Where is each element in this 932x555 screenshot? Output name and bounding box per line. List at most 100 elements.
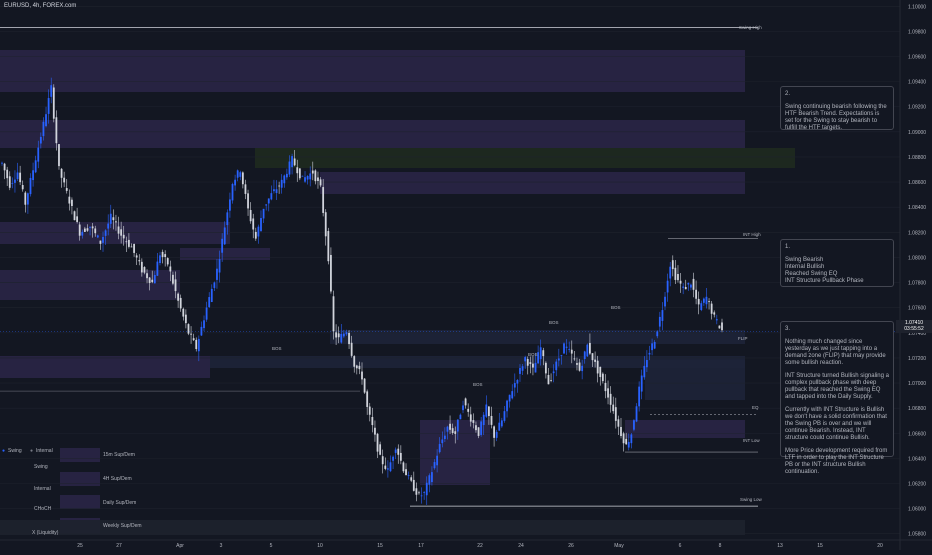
candle-body [666,280,669,293]
candle-body [645,359,648,368]
candle-body [322,187,325,213]
y-tick-label: 1.08600 [908,180,926,186]
zone-block-4 [320,172,745,194]
candle-body [480,421,483,435]
zone-block-18 [0,520,745,535]
note-2-number: 2. [785,91,791,97]
candle-body [506,400,508,412]
candle-body [449,423,451,430]
candle-body [275,189,278,194]
candle-body [423,492,426,493]
candle-body [601,373,604,382]
candle-body [687,282,690,285]
candle-body [361,371,363,380]
x-tick-label: 13 [777,543,783,549]
note-3[interactable]: 3. Nothing much changed since yesterday … [780,321,894,475]
candle-body [353,356,356,367]
note-1[interactable]: 1. Swing Bearish Internal Bullish Reache… [780,239,894,287]
candle-body [565,346,568,348]
candle-body [508,394,511,402]
candle-body [265,204,268,206]
candle-body [374,427,376,435]
candle-body [226,212,229,226]
candle-body [635,406,638,422]
x-tick-label: 22 [477,543,483,549]
candle-body [161,251,164,258]
candle-body [431,472,433,483]
flip-label: FLIP [738,336,748,341]
zone-block-13 [625,420,745,438]
candle-body [599,366,602,378]
candle-body [392,456,394,461]
candle-body [16,172,19,180]
candle-body [581,365,584,372]
x-tick-label: 15 [817,543,823,549]
candle-body [462,405,464,411]
candle-body [638,386,641,407]
candle-body [210,288,213,303]
candle-body [511,391,514,399]
note-3-text-1: Nothing much changed since yesterday as … [785,339,886,366]
candle-body [239,172,242,177]
candle-body [257,226,260,237]
candle-body [475,425,477,431]
candle-body [648,352,651,355]
candle-body [249,209,252,222]
candle-body [397,448,400,455]
candle-body [164,254,167,257]
bos-label-5: BOS [611,305,621,310]
zone-block-12 [645,360,745,400]
note-2[interactable]: 2. Swing continuing bearish following th… [780,86,894,131]
candle-body [314,170,317,182]
legend-swing-line: Swing [34,464,48,470]
legend-zone-daily: Daily Sup/Dem [103,500,137,506]
y-tick-label: 1.06600 [908,431,926,437]
candle-body [622,433,625,444]
candle-body [563,343,565,354]
candle-body [366,391,369,407]
candle-body [288,161,291,175]
candle-body [488,406,490,417]
candle-body [498,422,501,431]
candle-body [304,177,306,182]
candle-body [679,280,682,284]
candle-body [332,296,335,332]
candle-body [65,188,68,191]
y-tick-label: 1.06800 [908,406,926,412]
candle-body [32,170,34,181]
candle-body [231,184,234,201]
candle-body [195,339,198,350]
int-low-label: INT Low [743,438,760,443]
candle-body [394,449,397,453]
candle-body [42,121,45,137]
zone-block-6 [0,270,180,300]
candle-body [270,193,273,200]
candle-body [216,268,218,280]
zone-block-14 [60,448,100,462]
legend-zone-15m: 15m Sup/Dem [103,452,135,458]
candle-body [221,238,224,253]
candle-body [612,404,615,412]
candle-body [519,368,521,374]
candle-body [529,362,532,364]
candle-body [138,260,141,262]
candle-body [223,227,226,245]
candle-body [640,375,643,392]
candle-body [89,226,91,228]
x-tick-label: May [614,543,624,549]
y-tick-label: 1.07800 [908,281,926,287]
y-tick-label: 1.07600 [908,306,926,312]
candle-body [107,223,110,229]
y-tick-label: 1.06200 [908,481,926,487]
x-tick-label: 15 [377,543,383,549]
candle-body [630,434,633,444]
candle-body [192,338,195,341]
candle-body [71,199,73,206]
candle-body [721,322,723,331]
candle-body [542,350,545,357]
swing-low-label: Swing Low [740,497,762,502]
candle-body [260,218,262,232]
y-tick-label: 1.08400 [908,205,926,211]
